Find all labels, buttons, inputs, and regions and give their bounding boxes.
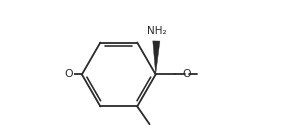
Text: O: O (64, 69, 73, 79)
Text: NH₂: NH₂ (147, 26, 167, 36)
Polygon shape (153, 41, 160, 75)
Text: O: O (183, 69, 191, 79)
